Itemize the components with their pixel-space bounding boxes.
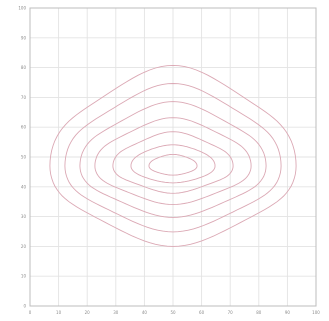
y-tick-label: 20	[21, 244, 27, 249]
y-tick-label: 90	[21, 35, 27, 40]
contour-level	[130, 144, 216, 184]
grid	[29, 7, 317, 307]
y-tick-label: 100	[18, 6, 26, 11]
y-tick-label: 80	[21, 65, 27, 70]
contour-level	[49, 64, 297, 247]
y-tick-label: 60	[21, 125, 27, 130]
x-tick-label: 90	[285, 310, 291, 315]
x-tick-label: 70	[228, 310, 234, 315]
x-tick-label: 50	[170, 310, 176, 315]
x-tick-label: 10	[56, 310, 62, 315]
contour-levels	[49, 64, 297, 247]
y-axis-ticks: 0 10 20 30 40 50 60 70 80 90 100	[18, 6, 26, 309]
x-tick-label: 100	[312, 310, 320, 315]
x-tick-label: 30	[113, 310, 119, 315]
contour-level	[64, 83, 282, 233]
x-tick-label: 80	[256, 310, 262, 315]
y-tick-label: 70	[21, 95, 27, 100]
contour-level	[94, 117, 252, 206]
contour-level	[148, 153, 198, 176]
x-tick-label: 0	[29, 310, 32, 315]
x-tick-label: 40	[142, 310, 148, 315]
x-tick-label: 20	[85, 310, 91, 315]
y-tick-label: 40	[21, 184, 27, 189]
x-tick-label: 60	[199, 310, 205, 315]
y-tick-label: 0	[23, 304, 26, 309]
y-tick-label: 10	[21, 274, 27, 279]
plot-frame	[29, 7, 317, 307]
y-tick-label: 30	[21, 214, 27, 219]
contour-level	[112, 131, 234, 194]
x-axis-ticks: 0 10 20 30 40 50 60 70 80 90 100	[29, 310, 321, 315]
contour-level	[79, 101, 267, 218]
y-tick-label: 50	[21, 155, 27, 160]
